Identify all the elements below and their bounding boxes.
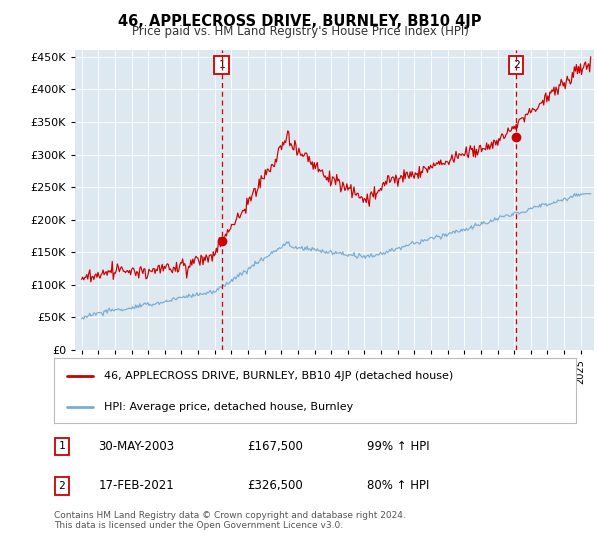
Text: £326,500: £326,500 [247,479,303,492]
Text: HPI: Average price, detached house, Burnley: HPI: Average price, detached house, Burn… [104,402,353,412]
Text: £167,500: £167,500 [247,440,303,453]
Text: 30-MAY-2003: 30-MAY-2003 [98,440,175,453]
Text: 80% ↑ HPI: 80% ↑ HPI [367,479,430,492]
Text: Price paid vs. HM Land Registry's House Price Index (HPI): Price paid vs. HM Land Registry's House … [131,25,469,38]
Text: 2: 2 [513,60,520,70]
Text: 1: 1 [58,441,65,451]
Text: 46, APPLECROSS DRIVE, BURNLEY, BB10 4JP (detached house): 46, APPLECROSS DRIVE, BURNLEY, BB10 4JP … [104,371,453,381]
Text: 17-FEB-2021: 17-FEB-2021 [98,479,174,492]
Text: Contains HM Land Registry data © Crown copyright and database right 2024.
This d: Contains HM Land Registry data © Crown c… [54,511,406,530]
Text: 46, APPLECROSS DRIVE, BURNLEY, BB10 4JP: 46, APPLECROSS DRIVE, BURNLEY, BB10 4JP [118,14,482,29]
Text: 2: 2 [58,480,65,491]
Text: 1: 1 [218,60,225,70]
Text: 99% ↑ HPI: 99% ↑ HPI [367,440,430,453]
